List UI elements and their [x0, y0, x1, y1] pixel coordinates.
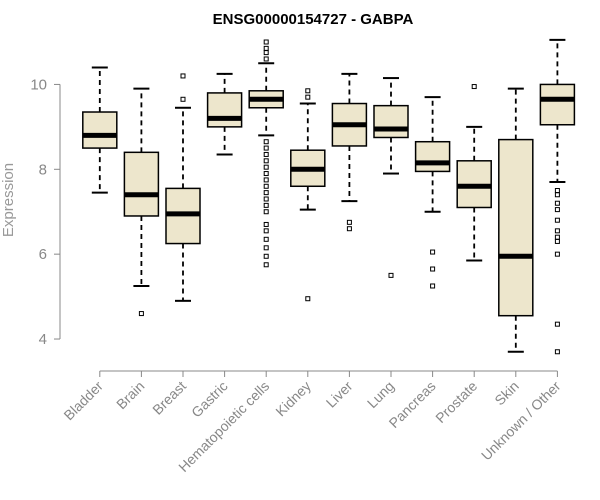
iqr-box — [373, 104, 409, 139]
outlier-point — [554, 251, 560, 257]
y-tick-label: 4 — [39, 331, 47, 348]
box-kidney — [290, 88, 326, 302]
outlier-point — [554, 192, 560, 198]
outlier-point — [554, 207, 560, 213]
outlier-point — [388, 272, 394, 278]
outlier-point — [305, 296, 311, 302]
outlier-point — [305, 94, 311, 100]
y-tick-label: 8 — [39, 161, 47, 178]
iqr-box — [414, 140, 451, 173]
outlier-point — [263, 221, 269, 227]
x-tick-label: Kidney — [272, 378, 314, 420]
outlier-point — [263, 177, 269, 183]
outlier-point — [554, 217, 560, 223]
box-skin — [498, 87, 534, 353]
iqr-box — [123, 151, 160, 217]
iqr-box — [539, 83, 576, 126]
outlier-point — [346, 219, 352, 225]
outlier-point — [471, 84, 477, 90]
outlier-point — [263, 236, 269, 242]
box-liver — [331, 72, 368, 232]
box-bladder — [82, 66, 118, 194]
outlier-point — [263, 245, 269, 251]
outlier-point — [554, 200, 560, 206]
outlier-point — [263, 171, 269, 177]
outlier-point — [180, 96, 186, 102]
chart-title: ENSG00000154727 - GABPA — [213, 11, 414, 28]
outlier-point — [554, 238, 560, 244]
box-unknown-other — [539, 38, 576, 355]
outlier-point — [554, 188, 560, 194]
boxes-group — [82, 38, 576, 355]
outlier-point — [263, 50, 269, 56]
outlier-point — [263, 145, 269, 151]
outlier-point — [180, 73, 186, 79]
outlier-point — [263, 253, 269, 259]
outlier-point — [430, 283, 436, 289]
outlier-point — [263, 228, 269, 234]
box-brain — [123, 87, 160, 317]
iqr-box — [206, 92, 243, 128]
x-tick-label: Bladder — [60, 378, 106, 424]
outlier-point — [138, 311, 144, 317]
outlier-point — [263, 196, 269, 202]
outlier-point — [263, 202, 269, 208]
x-tick-label: Prostate — [432, 378, 480, 426]
y-axis-label: Expression — [0, 163, 17, 237]
x-tick-label: Unknown / Other — [478, 378, 564, 464]
outlier-point — [263, 151, 269, 157]
box-gastric — [206, 72, 243, 156]
outlier-point — [263, 139, 269, 145]
outlier-point — [554, 228, 560, 234]
box-lung — [373, 77, 409, 278]
x-tick-label: Brain — [113, 378, 147, 412]
outlier-point — [430, 249, 436, 255]
outlier-point — [263, 209, 269, 215]
box-hematopoietic-cells — [248, 39, 284, 268]
outlier-point — [305, 88, 311, 94]
outlier-point — [263, 164, 269, 170]
x-tick-label: Liver — [323, 378, 356, 411]
x-tick-label: Lung — [364, 378, 397, 411]
box-breast — [165, 73, 201, 302]
x-tick-label: Breast — [149, 378, 189, 418]
outlier-point — [554, 349, 560, 355]
outlier-point — [263, 183, 269, 189]
iqr-box — [498, 138, 534, 317]
box-prostate — [456, 84, 492, 262]
y-axis: 4 6 8 10 — [30, 76, 61, 348]
outlier-point — [263, 56, 269, 62]
outlier-point — [263, 190, 269, 196]
outlier-point — [263, 45, 269, 51]
outlier-point — [554, 234, 560, 240]
outlier-point — [554, 321, 560, 327]
box-pancreas — [414, 96, 451, 289]
iqr-box — [82, 111, 118, 149]
outlier-point — [263, 262, 269, 268]
y-tick-label: 6 — [39, 246, 47, 263]
x-tick-label: Skin — [491, 378, 522, 409]
outlier-point — [263, 158, 269, 164]
outlier-point — [263, 39, 269, 45]
y-tick-label: 10 — [30, 76, 47, 93]
outlier-point — [430, 266, 436, 272]
outlier-point — [346, 226, 352, 232]
